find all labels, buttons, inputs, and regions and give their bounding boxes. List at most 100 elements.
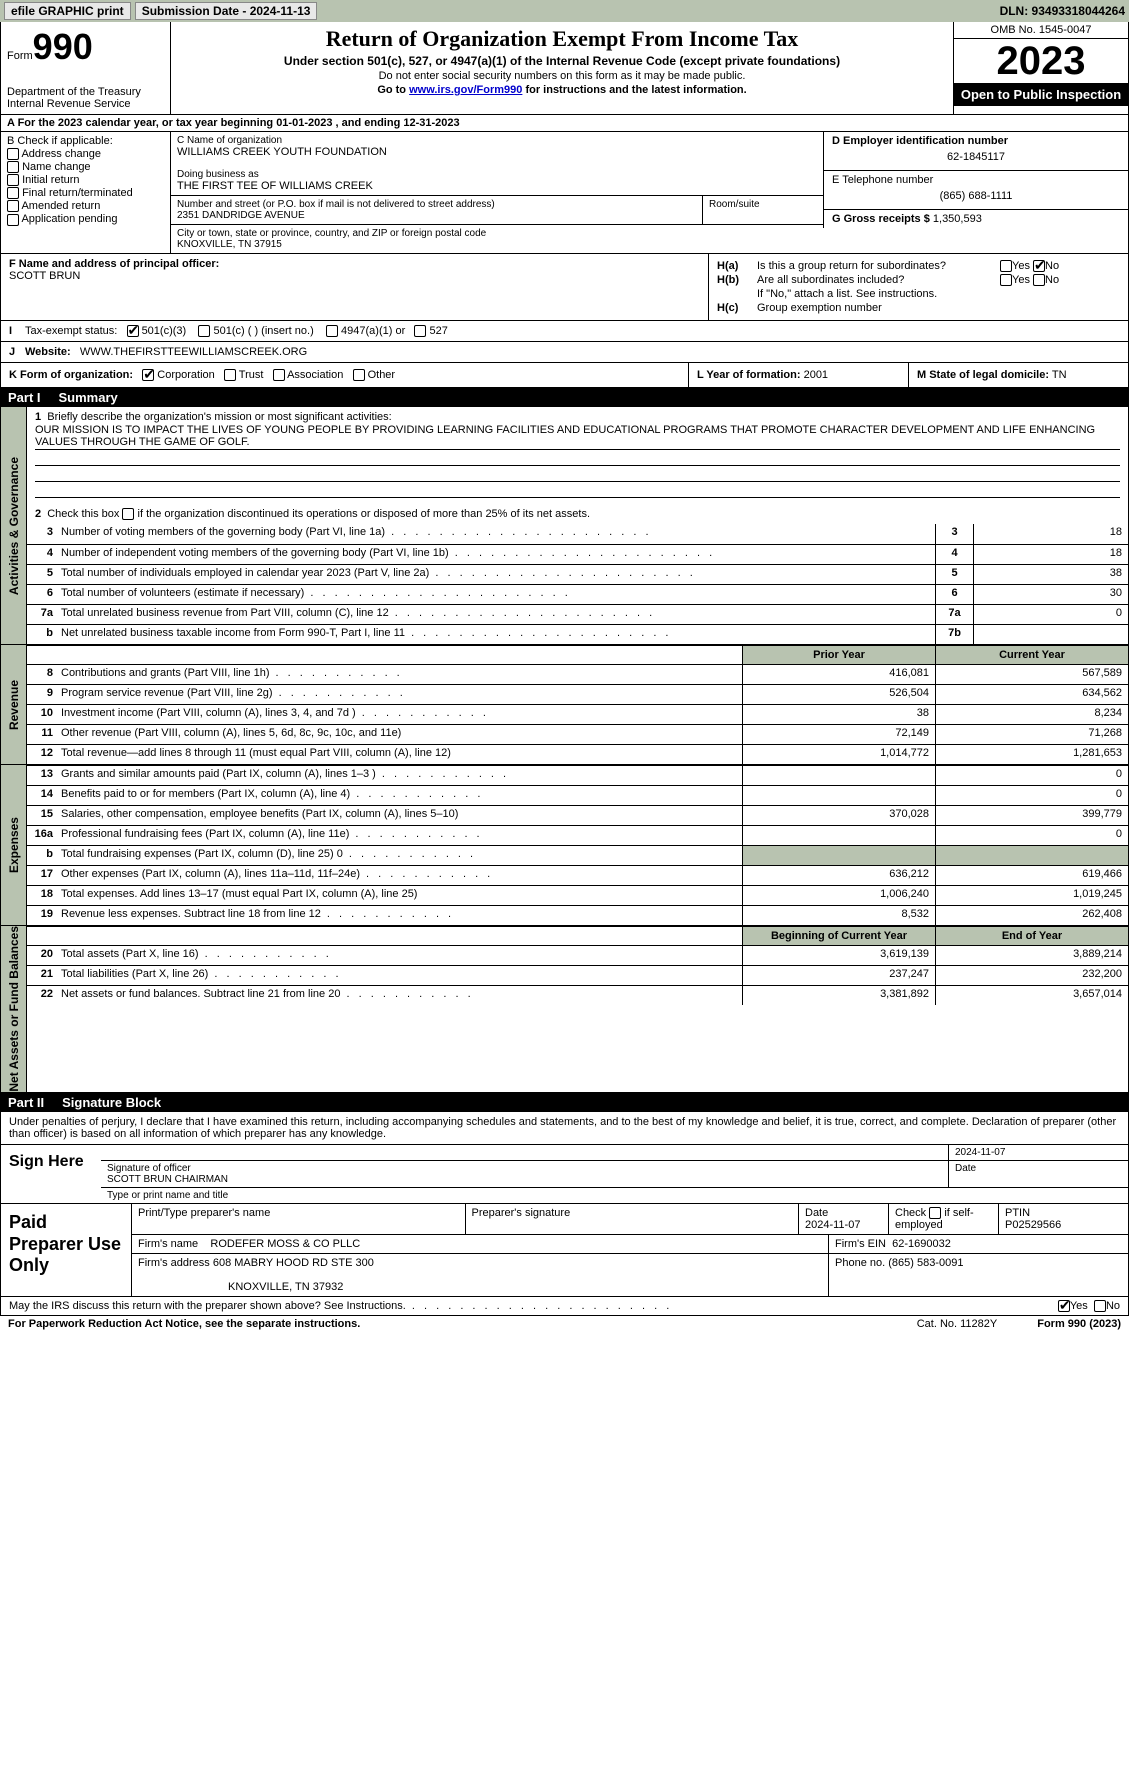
hdr-end-year: End of Year: [935, 927, 1128, 945]
irs-link[interactable]: www.irs.gov/Form990: [409, 84, 522, 96]
street-value: 2351 DANDRIDGE AVENUE: [177, 210, 696, 221]
lbl-amended-return: Amended return: [21, 200, 100, 212]
prep-check-pre: Check: [895, 1207, 926, 1219]
exp-line-14: 14Benefits paid to or for members (Part …: [27, 785, 1128, 805]
row-ij: I Tax-exempt status: 501(c)(3) 501(c) ( …: [0, 321, 1129, 342]
ha-yes[interactable]: [1000, 260, 1012, 272]
form-title: Return of Organization Exempt From Incom…: [179, 26, 945, 52]
prep-sig-hdr: Preparer's signature: [465, 1204, 799, 1234]
goto-pre: Go to: [377, 84, 409, 96]
dept-treasury: Department of the Treasury Internal Reve…: [7, 86, 164, 110]
hb-yes[interactable]: [1000, 274, 1012, 286]
gov-line-5: 5Total number of individuals employed in…: [27, 564, 1128, 584]
section-expenses: Expenses 13Grants and similar amounts pa…: [1, 765, 1128, 926]
lbl-final-return: Final return/terminated: [22, 187, 133, 199]
chk-application-pending[interactable]: [7, 214, 19, 226]
footer: For Paperwork Reduction Act Notice, see …: [0, 1316, 1129, 1332]
lbl-501c: 501(c) ( ) (insert no.): [213, 325, 313, 337]
chk-name-change[interactable]: [7, 161, 19, 173]
firm-phone-label: Phone no.: [835, 1257, 885, 1269]
exp-line-13: 13Grants and similar amounts paid (Part …: [27, 765, 1128, 785]
sign-date: 2024-11-07: [948, 1145, 1128, 1160]
year-block: OMB No. 1545-0047 2023 Open to Public In…: [953, 22, 1128, 114]
org-name: WILLIAMS CREEK YOUTH FOUNDATION: [177, 146, 817, 158]
submission-date-btn[interactable]: Submission Date - 2024-11-13: [135, 2, 318, 20]
chk-assoc[interactable]: [273, 369, 285, 381]
lbl-other: Other: [368, 369, 396, 381]
part1-header: Part I Summary: [0, 388, 1129, 407]
box-f: F Name and address of principal officer:…: [1, 254, 708, 320]
discuss-question: May the IRS discuss this return with the…: [9, 1300, 406, 1312]
dba-name: THE FIRST TEE OF WILLIAMS CREEK: [177, 180, 817, 192]
city-label: City or town, state or province, country…: [177, 228, 817, 239]
box-deg: D Employer identification number 62-1845…: [823, 132, 1128, 253]
box-e-phone: E Telephone number (865) 688-1111: [823, 171, 1128, 210]
net-line-20: 20Total assets (Part X, line 16)3,619,13…: [27, 945, 1128, 965]
city-value: KNOXVILLE, TN 37915: [177, 239, 817, 250]
lbl-trust: Trust: [239, 369, 264, 381]
gov-line-3: 3Number of voting members of the governi…: [27, 524, 1128, 544]
line-a-tax-year: A For the 2023 calendar year, or tax yea…: [0, 115, 1129, 132]
chk-discontinued[interactable]: [122, 508, 134, 520]
chk-address-change[interactable]: [7, 148, 19, 160]
section-fh: F Name and address of principal officer:…: [0, 254, 1129, 321]
part2-title: Signature Block: [62, 1095, 161, 1110]
exp-line-b: bTotal fundraising expenses (Part IX, co…: [27, 845, 1128, 865]
phone-label: E Telephone number: [832, 174, 1120, 186]
discuss-yes[interactable]: [1058, 1300, 1070, 1312]
lbl-application-pending: Application pending: [21, 213, 117, 225]
exp-line-19: 19Revenue less expenses. Subtract line 1…: [27, 905, 1128, 925]
hb-no[interactable]: [1033, 274, 1045, 286]
domicile-value: TN: [1052, 369, 1067, 381]
gross-receipts-value: 1,350,593: [933, 213, 982, 225]
firm-name-label: Firm's name: [138, 1238, 198, 1250]
exp-line-17: 17Other expenses (Part IX, column (A), l…: [27, 865, 1128, 885]
exp-line-16a: 16aProfessional fundraising fees (Part I…: [27, 825, 1128, 845]
mission-text: OUR MISSION IS TO IMPACT THE LIVES OF YO…: [35, 423, 1120, 450]
net-line-22: 22Net assets or fund balances. Subtract …: [27, 985, 1128, 1005]
sign-here-label: Sign Here: [1, 1145, 101, 1203]
sign-here-block: Sign Here 2024-11-07 Signature of office…: [0, 1145, 1129, 1204]
section-governance: Activities & Governance 1 Briefly descri…: [1, 407, 1128, 645]
lbl-527: 527: [429, 325, 447, 337]
firm-name: RODEFER MOSS & CO PLLC: [210, 1238, 360, 1250]
efile-print-btn[interactable]: efile GRAPHIC print: [4, 2, 131, 20]
discuss-no[interactable]: [1094, 1300, 1106, 1312]
rev-line-12: 12Total revenue—add lines 8 through 11 (…: [27, 744, 1128, 764]
street-label: Number and street (or P.O. box if mail i…: [177, 199, 696, 210]
chk-corp[interactable]: [142, 369, 154, 381]
discuss-yes-lbl: Yes: [1070, 1300, 1088, 1312]
omb-number: OMB No. 1545-0047: [954, 22, 1128, 39]
chk-trust[interactable]: [224, 369, 236, 381]
website-label: Website:: [25, 346, 71, 358]
chk-self-employed[interactable]: [929, 1207, 941, 1219]
form-subtitle: Under section 501(c), 527, or 4947(a)(1)…: [179, 54, 945, 68]
chk-527[interactable]: [414, 325, 426, 337]
domicile-label: M State of legal domicile:: [917, 369, 1049, 381]
chk-final-return[interactable]: [7, 187, 19, 199]
chk-amended-return[interactable]: [7, 200, 19, 212]
hb-label: Are all subordinates included?: [757, 274, 1000, 286]
website-value: WWW.THEFIRSTTEEWILLIAMSCREEK.ORG: [80, 346, 307, 358]
year-formation-value: 2001: [804, 369, 828, 381]
form-header: Form990 Department of the Treasury Inter…: [0, 22, 1129, 115]
section-revenue: Revenue Prior Year Current Year 8Contrib…: [1, 645, 1128, 765]
gov-line-4: 4Number of independent voting members of…: [27, 544, 1128, 564]
chk-other[interactable]: [353, 369, 365, 381]
ha-label: Is this a group return for subordinates?: [757, 260, 1000, 272]
firm-addr2: KNOXVILLE, TN 37932: [138, 1281, 343, 1293]
ha-no[interactable]: [1033, 260, 1045, 272]
chk-initial-return[interactable]: [7, 174, 19, 186]
chk-4947[interactable]: [326, 325, 338, 337]
chk-501c3[interactable]: [127, 325, 139, 337]
row-klm: K Form of organization: Corporation Trus…: [0, 363, 1129, 388]
rev-line-11: 11Other revenue (Part VIII, column (A), …: [27, 724, 1128, 744]
hdr-beginning-year: Beginning of Current Year: [742, 927, 935, 945]
hc-label: Group exemption number: [757, 302, 1120, 314]
instructions-note: Go to www.irs.gov/Form990 for instructio…: [179, 84, 945, 96]
part2-header: Part II Signature Block: [0, 1093, 1129, 1112]
lbl-4947: 4947(a)(1) or: [341, 325, 405, 337]
efile-top-bar: efile GRAPHIC print Submission Date - 20…: [0, 0, 1129, 22]
box-g-receipts: G Gross receipts $ 1,350,593: [823, 210, 1128, 228]
chk-501c[interactable]: [198, 325, 210, 337]
